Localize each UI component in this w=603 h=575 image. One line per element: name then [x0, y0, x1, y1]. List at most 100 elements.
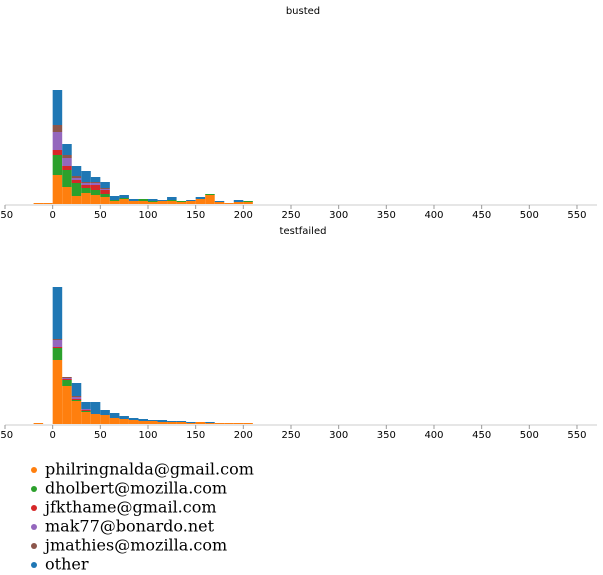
bar: [157, 200, 168, 201]
chart-title: busted: [286, 6, 320, 17]
bar: [224, 423, 234, 424]
x-tick-label: 450: [472, 430, 491, 441]
bar: [71, 166, 82, 176]
bar: [186, 201, 196, 204]
x-tick-label: -50: [0, 430, 13, 441]
bar: [100, 190, 110, 194]
x-tick-label: 200: [234, 210, 253, 221]
bar: [100, 182, 110, 188]
x-tick-label: -50: [0, 210, 13, 221]
bar: [81, 402, 91, 409]
bar: [81, 410, 91, 411]
bar: [52, 287, 63, 339]
bar: [90, 195, 101, 204]
bar: [100, 188, 110, 189]
x-tick-label: 500: [520, 210, 539, 221]
legend-label: other: [45, 555, 89, 574]
bar: [33, 203, 44, 204]
chart-title: testfailed: [280, 226, 327, 237]
x-tick-label: 0: [49, 210, 55, 221]
bar: [195, 199, 206, 204]
bar: [71, 196, 82, 204]
bar: [100, 194, 110, 197]
bar: [109, 200, 120, 201]
x-tick-label: 550: [567, 430, 586, 441]
bar: [100, 197, 110, 204]
bar: [167, 200, 177, 201]
bar: [176, 202, 187, 204]
bar: [195, 197, 206, 199]
bar: [147, 201, 158, 202]
bar: [147, 199, 158, 201]
bar: [90, 183, 101, 185]
bars: [33, 287, 253, 424]
bar: [62, 170, 72, 187]
bar: [90, 185, 101, 190]
bar: [90, 182, 101, 183]
bar: [100, 189, 110, 190]
legend-dot: [31, 543, 37, 549]
bar: [186, 423, 196, 424]
bar: [176, 201, 187, 202]
bar: [81, 193, 91, 204]
legend-dot: [31, 467, 37, 473]
bar: [71, 178, 82, 180]
bar: [100, 410, 110, 415]
x-tick-label: 250: [281, 210, 300, 221]
legend-dot: [31, 505, 37, 511]
bar: [43, 203, 53, 204]
bar: [90, 190, 101, 195]
x-tick-label: 150: [186, 430, 205, 441]
bar: [62, 377, 72, 378]
bar: [176, 421, 187, 422]
x-tick-label: 400: [424, 210, 443, 221]
bar: [52, 175, 63, 204]
x-tick-label: 150: [186, 210, 205, 221]
bar: [243, 201, 253, 202]
bar: [119, 416, 129, 419]
bar: [52, 150, 63, 155]
bar: [233, 200, 244, 202]
x-tick-label: 400: [424, 430, 443, 441]
bar: [128, 420, 139, 424]
bar: [119, 419, 129, 424]
bar: [119, 198, 129, 199]
bar: [205, 194, 215, 195]
x-tick-label: 300: [329, 210, 348, 221]
bar: [167, 421, 177, 422]
bar: [157, 201, 168, 204]
bar: [243, 423, 253, 424]
legend-dot: [31, 562, 37, 568]
bar: [52, 125, 63, 132]
x-tick-label: 100: [138, 430, 157, 441]
legend-label: philringnalda@gmail.com: [45, 460, 254, 479]
bar: [81, 185, 91, 188]
bar: [90, 402, 101, 414]
legend-label: dholbert@mozilla.com: [45, 479, 227, 498]
legend-label: jmathies@mozilla.com: [43, 536, 227, 555]
legend-dot: [31, 524, 37, 530]
bar: [167, 201, 177, 204]
bar: [71, 401, 82, 424]
bar: [128, 199, 139, 201]
bar: [71, 176, 82, 178]
bar: [52, 339, 63, 340]
bar: [90, 177, 101, 182]
legend-label: jfkthame@gmail.com: [43, 498, 217, 517]
bar: [233, 423, 244, 424]
bar: [62, 379, 72, 380]
bar: [81, 412, 91, 424]
bar: [138, 201, 148, 204]
bar: [62, 380, 72, 386]
bar: [52, 340, 63, 347]
bar: [52, 90, 63, 125]
bar: [81, 171, 91, 182]
bar: [109, 413, 120, 418]
bar: [71, 399, 82, 400]
bar: [52, 132, 63, 150]
x-tick-label: 550: [567, 210, 586, 221]
bar: [224, 203, 234, 204]
bar: [205, 422, 215, 423]
